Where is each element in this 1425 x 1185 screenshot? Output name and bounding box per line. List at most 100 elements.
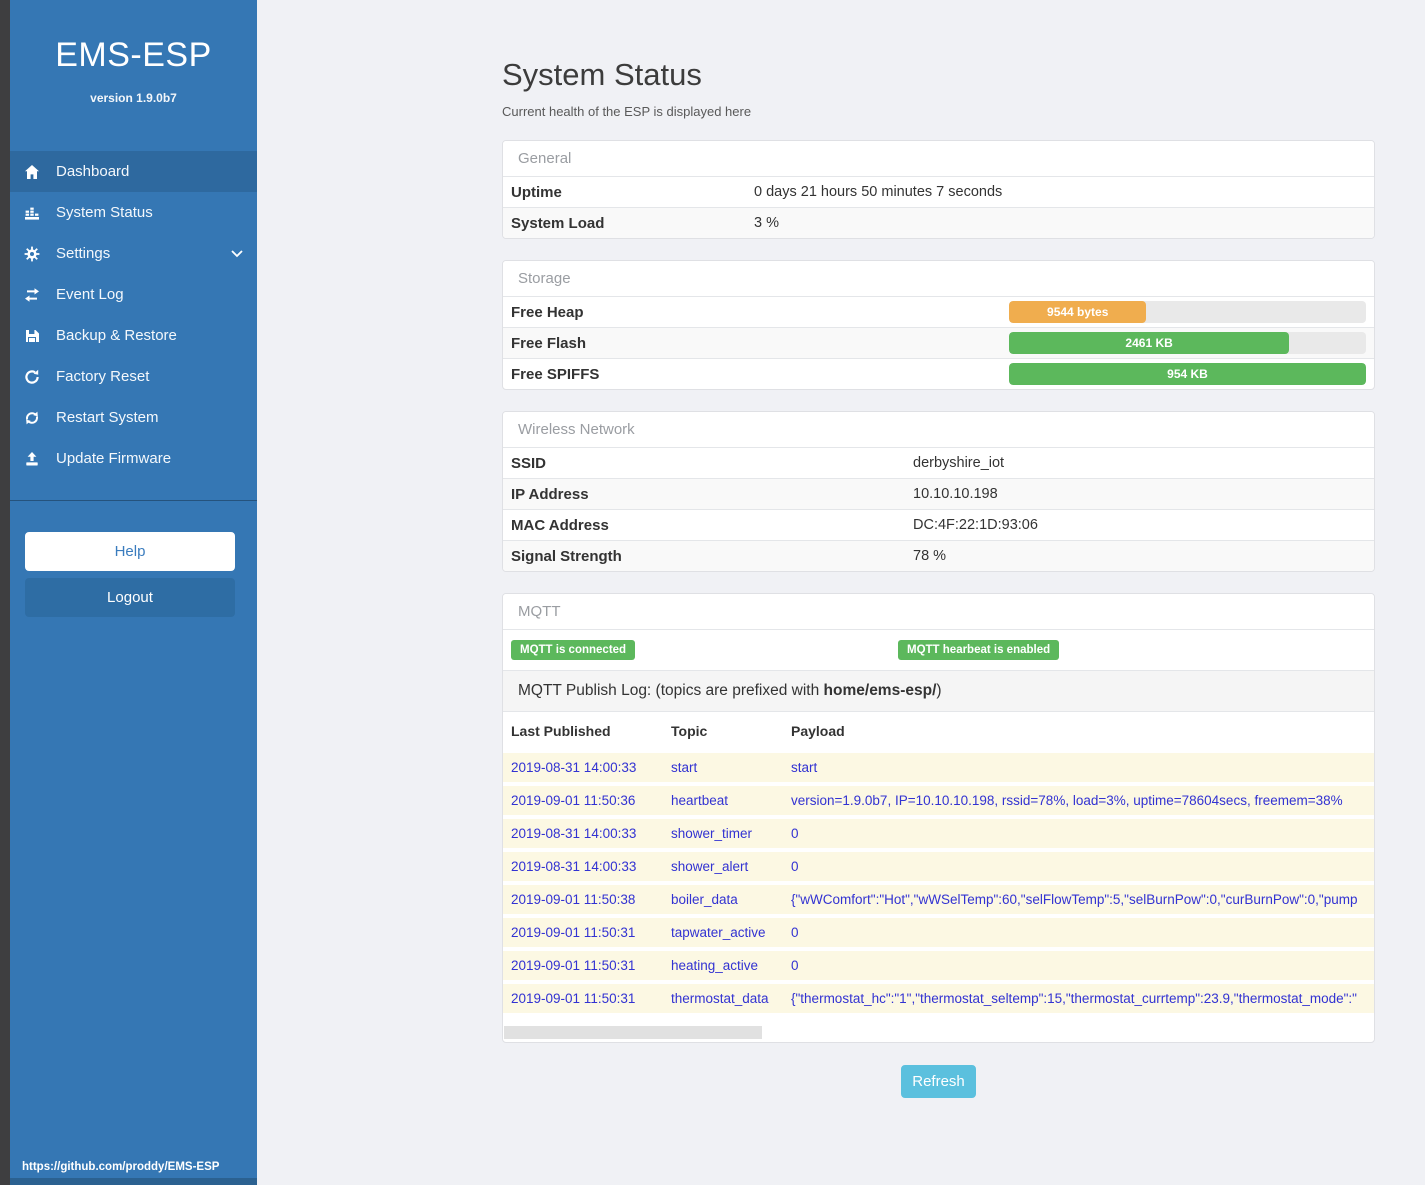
sidebar-item-backup-restore[interactable]: Backup & Restore [10,315,257,356]
app-version: version 1.9.0b7 [90,91,177,105]
log-topic: shower_timer [671,826,753,841]
signal-strength-label: Signal Strength [511,547,622,565]
sidebar-item-label: Update Firmware [56,450,172,467]
log-payload: 0 [791,826,799,841]
log-topic: heartbeat [671,793,729,808]
mqtt-heartbeat-badge: MQTT hearbeat is enabled [898,640,1060,660]
mac-address-value: DC:4F:22:1D:93:06 [913,517,1038,533]
col-header-topic: Topic [671,723,708,739]
free-heap-row: Free Heap 9544 bytes [503,296,1374,327]
horizontal-scrollbar[interactable] [503,1026,1374,1040]
system-load-value: 3 % [754,215,779,231]
log-payload: {"wWComfort":"Hot","wWSelTemp":60,"selFl… [791,892,1358,907]
log-timestamp: 2019-08-31 14:00:33 [511,859,637,874]
sidebar-item-dashboard[interactable]: Dashboard [10,151,257,192]
general-panel-header: General [503,141,1374,176]
log-timestamp: 2019-09-01 11:50:31 [511,991,636,1006]
sidebar: EMS-ESP version 1.9.0b7 Dashboard [0,0,257,1185]
sidebar-item-label: Restart System [56,409,159,426]
sidebar-item-update-firmware[interactable]: Update Firmware [10,438,257,479]
free-heap-label: Free Heap [511,303,584,321]
sidebar-item-factory-reset[interactable]: Factory Reset [10,356,257,397]
log-topic: thermostat_data [671,991,769,1006]
github-link[interactable]: https://github.com/proddy/EMS-ESP [22,1161,220,1173]
sidebar-item-event-log[interactable]: Event Log [10,274,257,315]
sidebar-item-settings[interactable]: Settings [10,233,257,274]
home-icon [23,164,41,180]
upload-icon [23,451,41,467]
wireless-panel: Wireless Network SSID derbyshire_iot IP … [502,411,1375,572]
sidebar-item-restart-system[interactable]: Restart System [10,397,257,438]
refresh-button[interactable]: Refresh [901,1065,976,1098]
signal-strength-row: Signal Strength 78 % [503,540,1374,571]
sidebar-item-label: System Status [56,204,153,221]
publish-log-suffix-text: ) [936,682,942,699]
log-payload: {"thermostat_hc":"1","thermostat_seltemp… [791,991,1357,1006]
log-topic: boiler_data [671,892,738,907]
chevron-down-icon[interactable] [231,249,243,258]
sidebar-item-system-status[interactable]: System Status [10,192,257,233]
publish-log-topic-prefix: home/ems-esp/ [823,682,937,699]
table-row: 2019-09-01 11:50:36 heartbeat version=1.… [503,782,1374,815]
general-panel: General Uptime 0 days 21 hours 50 minute… [502,140,1375,239]
table-row: 2019-09-01 11:50:31 tapwater_active 0 [503,914,1374,947]
log-topic: tapwater_active [671,925,766,940]
system-load-row: System Load 3 % [503,207,1374,238]
sidebar-left-strip [0,0,10,1185]
free-heap-progressbar: 9544 bytes [1009,301,1366,323]
sidebar-item-label: Settings [56,245,111,262]
mac-address-label: MAC Address [511,516,609,534]
col-header-payload: Payload [791,723,845,739]
mqtt-log-header-row: Last Published Topic Payload [503,712,1374,749]
storage-panel-header: Storage [503,261,1374,296]
publish-log-prefix-text: MQTT Publish Log: (topics are prefixed w… [518,682,824,699]
event-log-icon [23,287,41,303]
sidebar-divider [10,500,257,501]
ip-address-label: IP Address [511,485,589,503]
factory-reset-icon [23,369,41,385]
free-spiffs-progressbar: 954 KB [1009,363,1366,385]
ssid-row: SSID derbyshire_iot [503,447,1374,478]
table-row: 2019-09-01 11:50:31 heating_active 0 [503,947,1374,980]
logout-button[interactable]: Logout [25,578,235,617]
scrollbar-thumb[interactable] [504,1026,762,1039]
help-button[interactable]: Help [25,532,235,571]
free-flash-progressbar: 2461 KB [1009,332,1366,354]
log-timestamp: 2019-09-01 11:50:31 [511,925,636,940]
system-status-icon [23,205,41,221]
ssid-label: SSID [511,454,547,472]
mqtt-connected-badge: MQTT is connected [511,640,636,660]
uptime-label: Uptime [511,183,562,201]
log-topic: heating_active [671,958,759,973]
wireless-panel-header: Wireless Network [503,412,1374,447]
backup-restore-icon [23,328,41,344]
free-spiffs-progress-fill: 954 KB [1009,363,1366,385]
sidebar-bottom-strip [10,1178,257,1185]
table-row: 2019-08-31 14:00:33 shower_alert 0 [503,848,1374,881]
table-row: 2019-09-01 11:50:38 boiler_data {"wWComf… [503,881,1374,914]
app-title: EMS-ESP [55,36,212,74]
free-spiffs-label: Free SPIFFS [511,365,600,383]
page-subtitle: Current health of the ESP is displayed h… [502,104,752,119]
free-spiffs-row: Free SPIFFS 954 KB [503,358,1374,389]
free-flash-progress-fill: 2461 KB [1009,332,1290,354]
free-flash-label: Free Flash [511,334,587,352]
log-payload: start [791,760,818,775]
ssid-value: derbyshire_iot [913,455,1005,471]
table-row: 2019-08-31 14:00:33 shower_timer 0 [503,815,1374,848]
mac-address-row: MAC Address DC:4F:22:1D:93:06 [503,509,1374,540]
sidebar-item-label: Factory Reset [56,368,150,385]
ip-address-row: IP Address 10.10.10.198 [503,478,1374,509]
log-timestamp: 2019-09-01 11:50:36 [511,793,636,808]
table-row: 2019-08-31 14:00:33 start start [503,749,1374,782]
restart-icon [23,410,41,426]
sidebar-nav: Dashboard System Status [10,151,257,479]
mqtt-badges-row: MQTT is connected MQTT hearbeat is enabl… [503,629,1374,670]
log-timestamp: 2019-09-01 11:50:31 [511,958,636,973]
log-payload: 0 [791,958,799,973]
sidebar-item-label: Dashboard [56,163,130,180]
ip-address-value: 10.10.10.198 [913,486,998,502]
sidebar-item-label: Event Log [56,286,124,303]
uptime-value: 0 days 21 hours 50 minutes 7 seconds [754,184,1003,200]
log-timestamp: 2019-09-01 11:50:38 [511,892,636,907]
